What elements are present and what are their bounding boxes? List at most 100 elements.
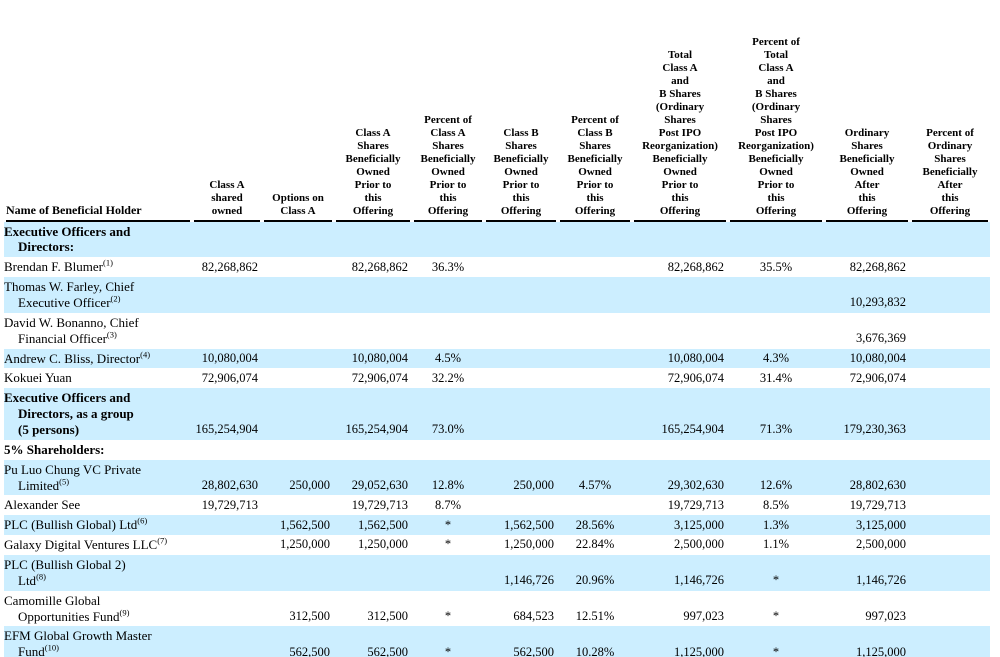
value-cell-pct-ordinary-after	[910, 440, 990, 460]
table-row: PLC (Bullish Global) Ltd(6) 1,562,500 1,56…	[4, 515, 990, 536]
table-row: Kokuei Yuan 72,906,074 72,906,074 32.2% 72,9…	[4, 368, 990, 388]
value-cell-pct-class-b-prior: 22.84%	[575, 537, 615, 552]
holder-name-line: Executive Officers and	[4, 390, 131, 406]
holder-name-cell: Thomas W. Farley, Chief Executive Officer…	[4, 277, 192, 313]
value-cell-pct-class-a-prior: *	[412, 626, 484, 657]
value-cell-class-a-shared-owned: 82,268,862	[201, 259, 258, 274]
value-cell-ordinary-after: 82,268,862	[849, 259, 906, 274]
holder-name-line: PLC (Bullish Global) Ltd(6)	[4, 515, 148, 533]
holder-name-cell: Brendan F. Blumer(1)	[4, 257, 192, 277]
value-cell-class-a-shared-owned	[192, 515, 262, 536]
value-cell-class-a-prior: 1,250,000	[358, 537, 408, 552]
footnote-ref: (2)	[110, 293, 121, 304]
value-cell-pct-ordinary-after	[910, 515, 990, 536]
value-cell-pct-class-b-prior	[558, 388, 632, 440]
value-cell-class-a-prior	[334, 220, 412, 258]
value-cell-ordinary-after: 10,080,004	[824, 348, 910, 369]
value-cell-ordinary-after: 1,146,726	[824, 555, 910, 591]
table-row: PLC (Bullish Global 2) Ltd(8) 1,146,726 20.…	[4, 555, 990, 591]
value-cell-class-a-prior	[334, 313, 412, 349]
value-cell-pct-class-a-prior	[412, 277, 484, 313]
value-cell-options-on-class-a	[262, 277, 334, 313]
table-row: EFM Global Growth Master Fund(10) 562,500 5…	[4, 626, 990, 657]
value-cell-options-on-class-a: 1,250,000	[280, 537, 330, 552]
value-cell-class-a-prior: 19,729,713	[351, 497, 408, 512]
holder-name-cell: PLC (Bullish Global) Ltd(6)	[4, 515, 192, 536]
value-cell-options-on-class-a: 250,000	[262, 459, 334, 496]
value-cell-ordinary-after: 3,125,000	[824, 515, 910, 536]
value-cell-class-b-prior	[484, 368, 558, 388]
value-cell-pct-ordinary-after	[910, 535, 990, 555]
value-cell-pct-total-prior	[728, 440, 824, 460]
value-cell-class-b-prior: 1,562,500	[484, 515, 558, 536]
value-cell-class-a-prior	[334, 440, 412, 460]
value-cell-class-a-shared-owned: 10,080,004	[192, 348, 262, 369]
value-cell-class-a-shared-owned: 165,254,904	[192, 388, 262, 440]
value-cell-class-a-shared-owned	[192, 626, 262, 657]
table-row: Thomas W. Farley, Chief Executive Officer…	[4, 277, 990, 313]
value-cell-pct-ordinary-after	[910, 313, 990, 349]
holder-name-cell: Kokuei Yuan	[4, 368, 192, 388]
value-cell-pct-total-prior: 4.3%	[728, 348, 824, 369]
column-header-class-a-shared-owned: Class A shared owned	[190, 36, 264, 222]
value-cell-pct-class-a-prior: 8.7%	[434, 497, 462, 512]
value-cell-class-a-shared-owned	[192, 440, 262, 460]
value-cell-options-on-class-a: 562,500	[262, 626, 334, 657]
value-cell-total-prior	[632, 220, 728, 258]
value-cell-pct-ordinary-after	[910, 555, 990, 591]
value-cell-class-a-shared-owned	[192, 277, 262, 313]
value-cell-class-a-prior: 29,052,630	[334, 459, 412, 496]
table-row: Andrew C. Bliss, Director(4) 10,080,004 10…	[4, 348, 990, 369]
value-cell-total-prior: 72,906,074	[667, 370, 724, 385]
value-cell-pct-total-prior: 31.4%	[759, 370, 793, 385]
value-cell-class-b-prior: 1,146,726	[484, 555, 558, 591]
value-cell-class-a-prior: 10,080,004	[334, 348, 412, 369]
footnote-ref: (1)	[102, 257, 113, 268]
value-cell-options-on-class-a	[262, 257, 334, 277]
value-cell-class-b-prior	[484, 495, 558, 515]
value-cell-options-on-class-a	[262, 313, 334, 349]
value-cell-class-a-shared-owned: 72,906,074	[201, 370, 258, 385]
holder-name-line: Andrew C. Bliss, Director(4)	[4, 349, 151, 366]
value-cell-total-prior: 997,023	[683, 608, 724, 623]
holder-name-line: 5% Shareholders:	[4, 441, 105, 457]
footnote-ref: (7)	[157, 535, 168, 546]
footnote-ref: (6)	[137, 515, 148, 526]
value-cell-ordinary-after: 28,802,630	[824, 459, 910, 496]
value-cell-total-prior: 3,125,000	[632, 515, 728, 536]
column-header-pct-class-a-prior: Percent of Class A Shares Beneficially O…	[410, 36, 486, 222]
value-cell-class-b-prior: 250,000	[484, 459, 558, 496]
value-cell-class-b-prior	[484, 277, 558, 313]
value-cell-pct-class-a-prior	[412, 440, 484, 460]
value-cell-options-on-class-a	[262, 368, 334, 388]
value-cell-pct-class-b-prior	[558, 257, 632, 277]
value-cell-pct-total-prior: *	[728, 555, 824, 591]
value-cell-pct-class-a-prior: *	[412, 515, 484, 536]
value-cell-pct-class-b-prior	[558, 277, 632, 313]
value-cell-total-prior: 10,080,004	[632, 348, 728, 369]
holder-name-line: Pu Luo Chung VC Private	[4, 461, 141, 477]
value-cell-pct-class-b-prior	[558, 495, 632, 515]
holder-name-cell: Executive Officers and Directors, as a gr…	[4, 388, 192, 440]
footnote-ref: (3)	[106, 329, 117, 340]
holder-name-cell: Executive Officers and Directors:	[4, 220, 192, 258]
column-header-total-prior: Total Class A and B Shares (Ordinary Sha…	[630, 36, 730, 222]
column-header-name-of-beneficial-holder: Name of Beneficial Holder	[2, 36, 194, 222]
value-cell-pct-ordinary-after	[910, 277, 990, 313]
value-cell-class-a-shared-owned	[192, 220, 262, 258]
value-cell-options-on-class-a	[262, 348, 334, 369]
value-cell-pct-ordinary-after	[910, 348, 990, 369]
value-cell-pct-class-a-prior: 32.2%	[431, 370, 465, 385]
table-row: Camomille Global Opportunities Fund(9) 312…	[4, 591, 990, 627]
value-cell-pct-class-a-prior: *	[444, 537, 452, 552]
holder-name-line: Camomille Global	[4, 592, 101, 608]
value-cell-class-a-prior: 312,500	[367, 608, 408, 623]
table-row: Galaxy Digital Ventures LLC(7) 1,250,000 1…	[4, 535, 990, 555]
value-cell-class-a-prior: 72,906,074	[351, 370, 408, 385]
value-cell-pct-class-b-prior: 4.57%	[558, 459, 632, 496]
holder-name-line: Ltd(8)	[18, 571, 46, 588]
value-cell-pct-total-prior	[728, 313, 824, 349]
value-cell-pct-total-prior: 12.6%	[728, 459, 824, 496]
value-cell-class-a-shared-owned	[192, 555, 262, 591]
holder-name-line: Brendan F. Blumer(1)	[4, 257, 113, 275]
